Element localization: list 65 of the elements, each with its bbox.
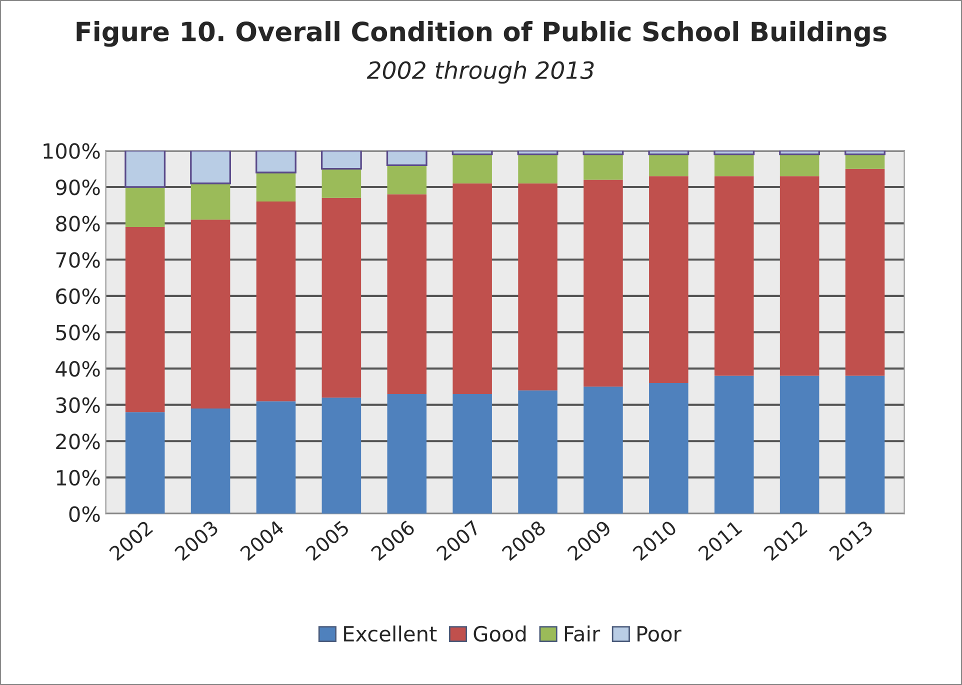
y-tick-label: 50% xyxy=(56,324,100,340)
y-tick-label: 40% xyxy=(56,360,100,377)
bar xyxy=(386,150,428,166)
bar xyxy=(584,180,623,387)
bar xyxy=(322,398,362,514)
bar xyxy=(582,150,624,156)
bar xyxy=(649,176,688,384)
bar xyxy=(387,165,427,194)
bar xyxy=(124,150,166,188)
bar xyxy=(125,226,165,412)
bar xyxy=(780,154,820,176)
bar xyxy=(387,394,427,514)
y-tick-label: 70% xyxy=(56,252,100,268)
bar xyxy=(649,383,688,514)
bar xyxy=(387,194,427,394)
legend-label: Poor xyxy=(638,626,682,642)
bar xyxy=(714,376,754,514)
bar xyxy=(517,150,558,156)
y-tick-label: 100% xyxy=(44,143,100,159)
bar xyxy=(845,168,885,376)
bar xyxy=(780,176,820,376)
bar xyxy=(714,154,754,176)
bar xyxy=(648,150,690,156)
y-tick-label: 10% xyxy=(56,470,100,486)
y-tick-label: 60% xyxy=(56,288,100,304)
bar xyxy=(320,150,362,170)
bar xyxy=(452,183,492,394)
bar xyxy=(845,154,885,169)
bar xyxy=(190,408,230,514)
bar xyxy=(584,386,623,514)
bar xyxy=(125,187,165,227)
y-tick-label: 20% xyxy=(56,434,100,450)
bar xyxy=(190,150,232,184)
bar xyxy=(256,172,296,202)
y-tick-label: 80% xyxy=(56,216,100,232)
bar xyxy=(125,412,165,514)
bar xyxy=(779,150,820,156)
y-tick-label: 90% xyxy=(56,179,100,196)
bar xyxy=(452,394,492,514)
bar xyxy=(714,150,755,156)
chart-subtitle: 2002 through 2013 xyxy=(366,60,594,84)
y-tick-label: 0% xyxy=(69,506,100,522)
bar xyxy=(190,220,230,408)
bar xyxy=(845,376,885,514)
bar xyxy=(649,154,688,176)
bar xyxy=(322,198,362,398)
bar xyxy=(190,183,230,220)
bar xyxy=(844,150,886,156)
bar xyxy=(256,401,296,514)
bar xyxy=(518,154,558,184)
bar xyxy=(518,183,558,390)
bar xyxy=(452,150,493,156)
legend-label: Good xyxy=(474,626,526,642)
bar xyxy=(452,154,492,184)
bar xyxy=(518,390,558,514)
bar xyxy=(322,168,362,198)
chart-title: Figure 10. Overall Condition of Public School Buildings xyxy=(76,21,886,47)
bar xyxy=(780,376,820,514)
y-tick-label: 30% xyxy=(56,397,100,414)
legend-label: Excellent xyxy=(344,626,437,642)
bar xyxy=(584,154,623,180)
bar xyxy=(256,202,296,402)
bar xyxy=(714,176,754,376)
bar xyxy=(256,150,296,174)
legend-label: Fair xyxy=(564,626,600,642)
